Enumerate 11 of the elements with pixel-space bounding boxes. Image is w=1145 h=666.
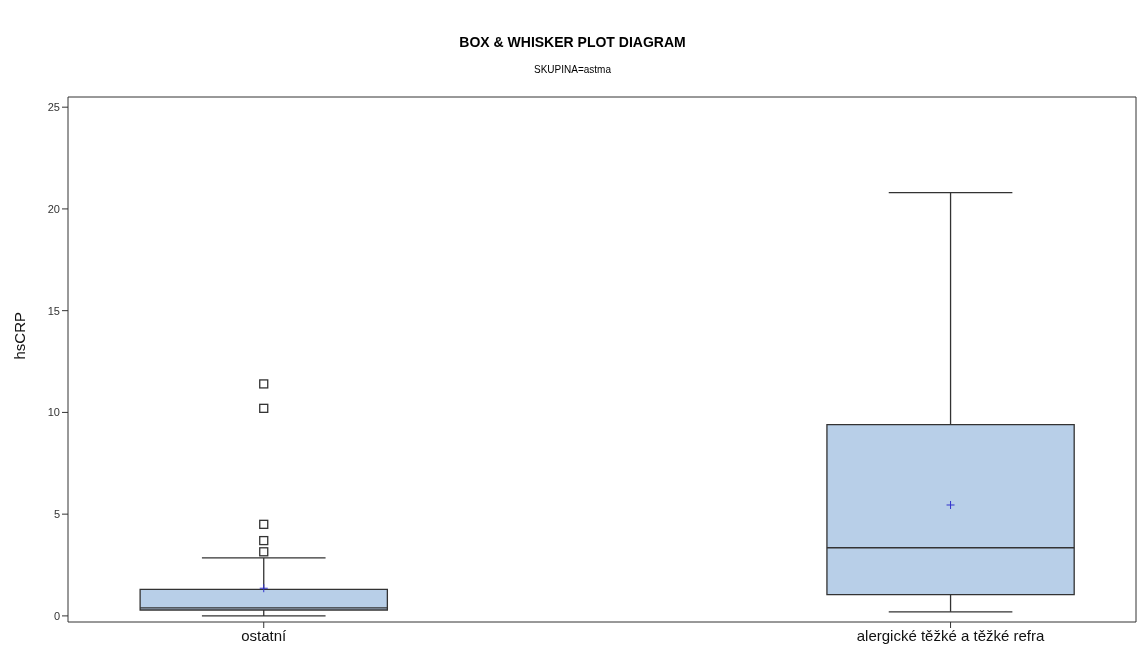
chart-title: BOX & WHISKER PLOT DIAGRAM [458,34,687,50]
y-tick-label: 15 [47,304,60,317]
y-tick-label: 5 [53,508,60,521]
x-tick-label: ostatní [241,626,288,644]
y-axis-title: hsCRP [11,311,29,360]
x-tick-label: alergické těžké a těžké refra [856,626,1046,644]
chart-subtitle: SKUPINA=astma [533,64,612,75]
y-tick-label: 20 [47,202,60,215]
y-tick-label: 25 [47,101,60,114]
y-tick-label: 0 [53,609,60,622]
y-tick-label: 10 [47,406,60,419]
